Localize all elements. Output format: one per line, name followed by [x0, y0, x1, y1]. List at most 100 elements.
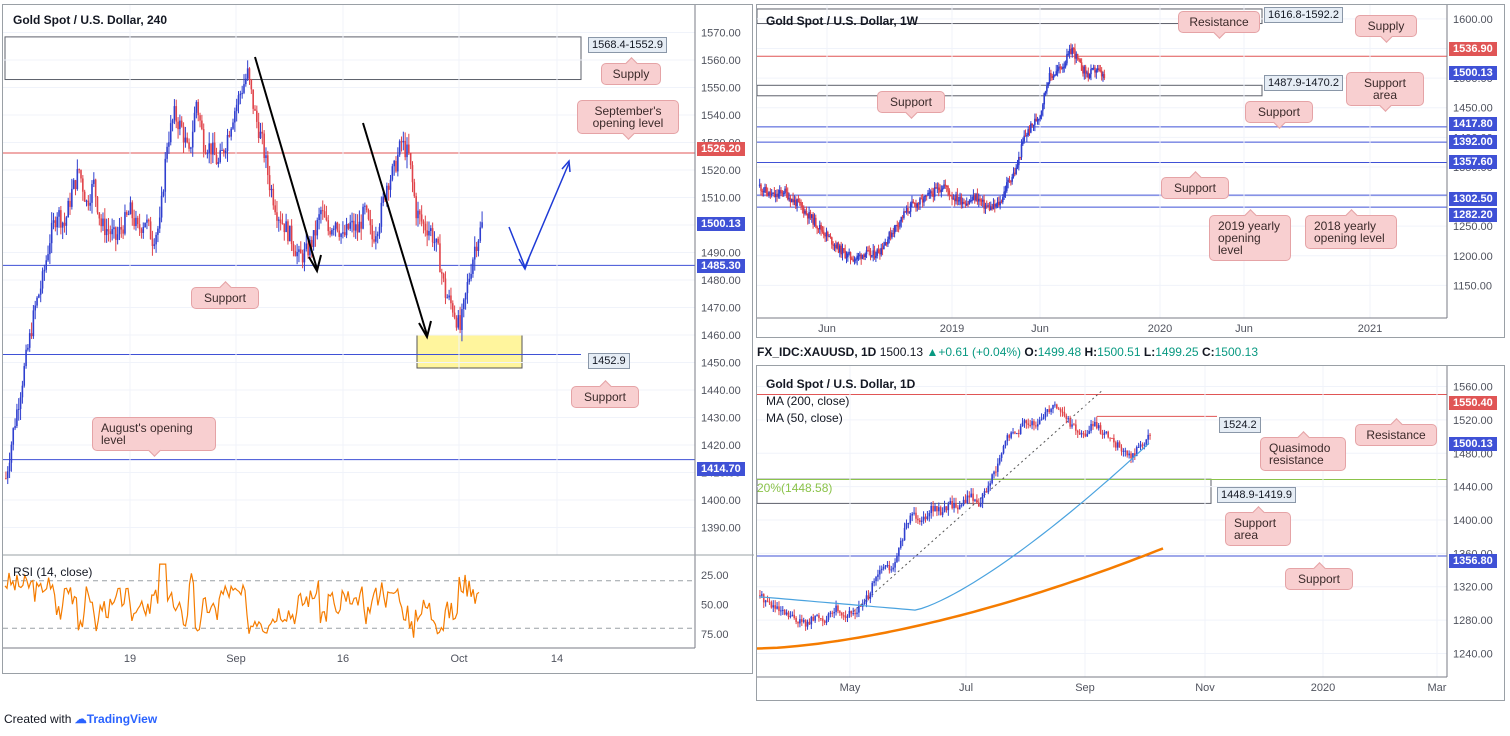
candle-body [1118, 442, 1121, 448]
y-tick-label: 1480.00 [701, 275, 741, 287]
candle-body [1044, 411, 1047, 418]
candle-body [1002, 446, 1005, 454]
resistance-callout: Resistance [1355, 424, 1437, 446]
candle-body [305, 243, 308, 249]
candle-body [49, 243, 51, 255]
y-tick-label: 1450.00 [1453, 103, 1493, 115]
chart-title: Gold Spot / U.S. Dollar, 1D [766, 377, 916, 391]
candle-body [976, 193, 979, 202]
candle-body [1147, 434, 1149, 440]
candle-body [758, 184, 761, 186]
symbol-label: FX_IDC:XAUUSD, 1D [757, 345, 877, 359]
candle-body [219, 150, 221, 162]
candle-body [1028, 129, 1031, 133]
y-tick-label: 1540.00 [701, 110, 741, 122]
candle-body [908, 211, 911, 213]
candle-body [1094, 421, 1096, 427]
candle-body [935, 187, 937, 189]
candle-body [781, 191, 784, 194]
resistance-callout: Resistance [1178, 11, 1260, 33]
chart-weekly-canvas[interactable]: 1150.001200.001250.001300.001350.001400.… [757, 5, 1506, 339]
candle-body [1004, 441, 1007, 447]
candle-body [825, 232, 828, 237]
chart-daily-canvas[interactable]: 1240.001280.001320.001360.001400.001440.… [757, 366, 1506, 702]
candle-body [1050, 73, 1052, 76]
candle-body [23, 366, 26, 386]
candle-body [1059, 409, 1062, 412]
candle-body [446, 297, 449, 299]
candle-body [1095, 70, 1098, 73]
candle-body [847, 253, 849, 258]
candle-body [932, 505, 934, 512]
candle-body [884, 565, 887, 568]
candle-body [272, 188, 275, 206]
candle-body [913, 203, 916, 205]
candle-body [1075, 53, 1078, 59]
candle-body [785, 188, 788, 192]
candle-body [1090, 69, 1092, 75]
candle-body [1080, 433, 1083, 435]
price-tag-1356: 1356.80 [1449, 554, 1497, 568]
candle-body [770, 602, 773, 608]
candle-body [947, 504, 950, 511]
candle-body [995, 204, 997, 207]
candle-body [907, 523, 910, 525]
candle-body [1072, 47, 1075, 50]
y-tick-label: 1450.00 [701, 358, 741, 370]
candle-body [1034, 118, 1036, 125]
candle-body [823, 621, 826, 623]
candle-body [888, 565, 891, 571]
candle-body [776, 194, 778, 197]
candle-body [788, 197, 790, 200]
candle-body [879, 253, 881, 255]
candle-body [813, 217, 816, 225]
candle-body [867, 250, 869, 252]
price-tag-1536: 1536.90 [1449, 42, 1497, 56]
candle-body [61, 222, 64, 228]
candle-body [1040, 110, 1043, 116]
chart-panel-4h[interactable]: 1390.001400.001410.001420.001430.001440.… [2, 4, 754, 674]
candle-body [312, 230, 315, 248]
candle-body [789, 197, 792, 202]
candle-body [162, 191, 165, 196]
candle-body [468, 278, 471, 283]
candle-body [912, 201, 915, 204]
quasimodo-callout: Quasimodo resistance [1260, 437, 1346, 471]
candle-body [395, 160, 397, 172]
candle-body [1083, 66, 1086, 74]
demand-zone-label: 1452.9 [588, 353, 630, 369]
candle-body [890, 569, 893, 571]
yearly-2019-callout: 2019 yearly opening level [1209, 215, 1291, 261]
candle-body [765, 186, 768, 193]
candle-body [1044, 91, 1047, 94]
candle-body [886, 565, 889, 567]
candle-body [1035, 425, 1037, 427]
candle-body [806, 621, 809, 627]
candle-body [113, 227, 115, 230]
candle-body [1054, 404, 1056, 406]
tradingview-brand[interactable]: TradingView [86, 712, 158, 726]
candle-body [979, 502, 982, 507]
candle-body [965, 203, 968, 206]
candle-body [948, 190, 951, 196]
candle-body [1092, 67, 1095, 69]
candle-body [922, 516, 925, 521]
tradingview-logo-icon[interactable]: ☁ [74, 712, 87, 726]
y-tick-label: 1200.00 [1453, 251, 1493, 263]
candle-body [296, 251, 298, 257]
ma50-line [758, 442, 1150, 611]
candle-body [880, 247, 883, 255]
candle-body [854, 613, 856, 615]
candle-body [1022, 141, 1024, 145]
chart-panel-daily[interactable]: 1240.001280.001320.001360.001400.001440.… [756, 365, 1505, 701]
candle-body [67, 200, 69, 218]
candle-body [799, 619, 801, 624]
candle-body [442, 273, 445, 279]
candle-body [1139, 444, 1142, 447]
candle-body [794, 199, 797, 207]
candle-body [1012, 432, 1014, 434]
candle-body [960, 504, 963, 506]
chart-panel-weekly[interactable]: 1150.001200.001250.001300.001350.001400.… [756, 4, 1505, 338]
candle-body [960, 196, 963, 205]
candle-body [802, 619, 805, 622]
